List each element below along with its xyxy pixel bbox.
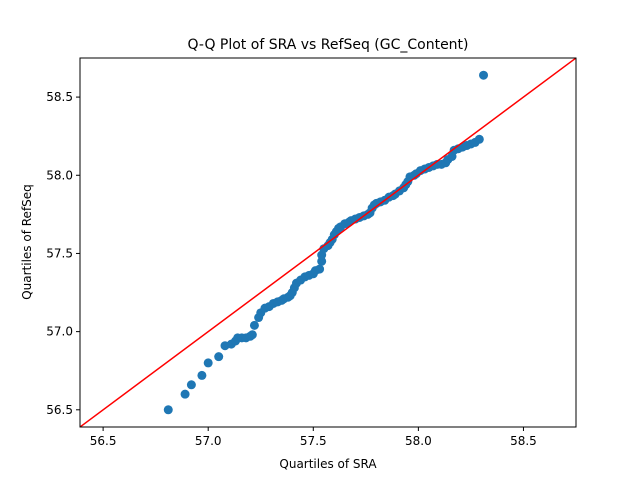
x-axis-title: Quartiles of SRA [279,457,377,471]
y-axis-title: Quartiles of RefSeq [20,184,34,300]
x-tick-label: 57.5 [300,434,327,448]
reference-line [80,58,576,427]
data-point-5 [214,352,224,362]
x-tick-label: 57.0 [195,434,222,448]
data-point-1 [180,389,190,399]
reference-line-layer [80,58,576,427]
y-tick-label: 58.0 [46,168,73,182]
data-point-2 [186,380,196,390]
data-point-13 [247,330,257,340]
x-tick-label: 58.5 [510,434,537,448]
data-point-0 [163,405,173,415]
x-axis-ticks: 56.5 57.0 57.5 58.0 58.5 [90,427,537,448]
scatter-points [163,70,489,415]
plot-frame [79,57,577,428]
data-point-3 [197,370,207,380]
x-tick-label: 56.5 [90,434,117,448]
x-tick-label: 58.0 [405,434,432,448]
y-tick-label: 57.5 [46,246,73,260]
y-tick-label: 57.0 [46,325,73,339]
data-point-34 [317,256,327,266]
data-point-14 [249,320,259,330]
plot-area [80,58,576,427]
y-tick-label: 56.5 [46,403,73,417]
data-point-83 [479,70,489,80]
data-point-33 [315,264,325,274]
y-tick-label: 58.5 [46,90,73,104]
data-point-82 [474,134,484,144]
chart-title: Q-Q Plot of SRA vs RefSeq (GC_Content) [187,37,468,53]
data-point-4 [203,358,213,368]
y-axis-ticks: 56.5 57.0 57.5 58.0 58.5 [46,90,80,417]
